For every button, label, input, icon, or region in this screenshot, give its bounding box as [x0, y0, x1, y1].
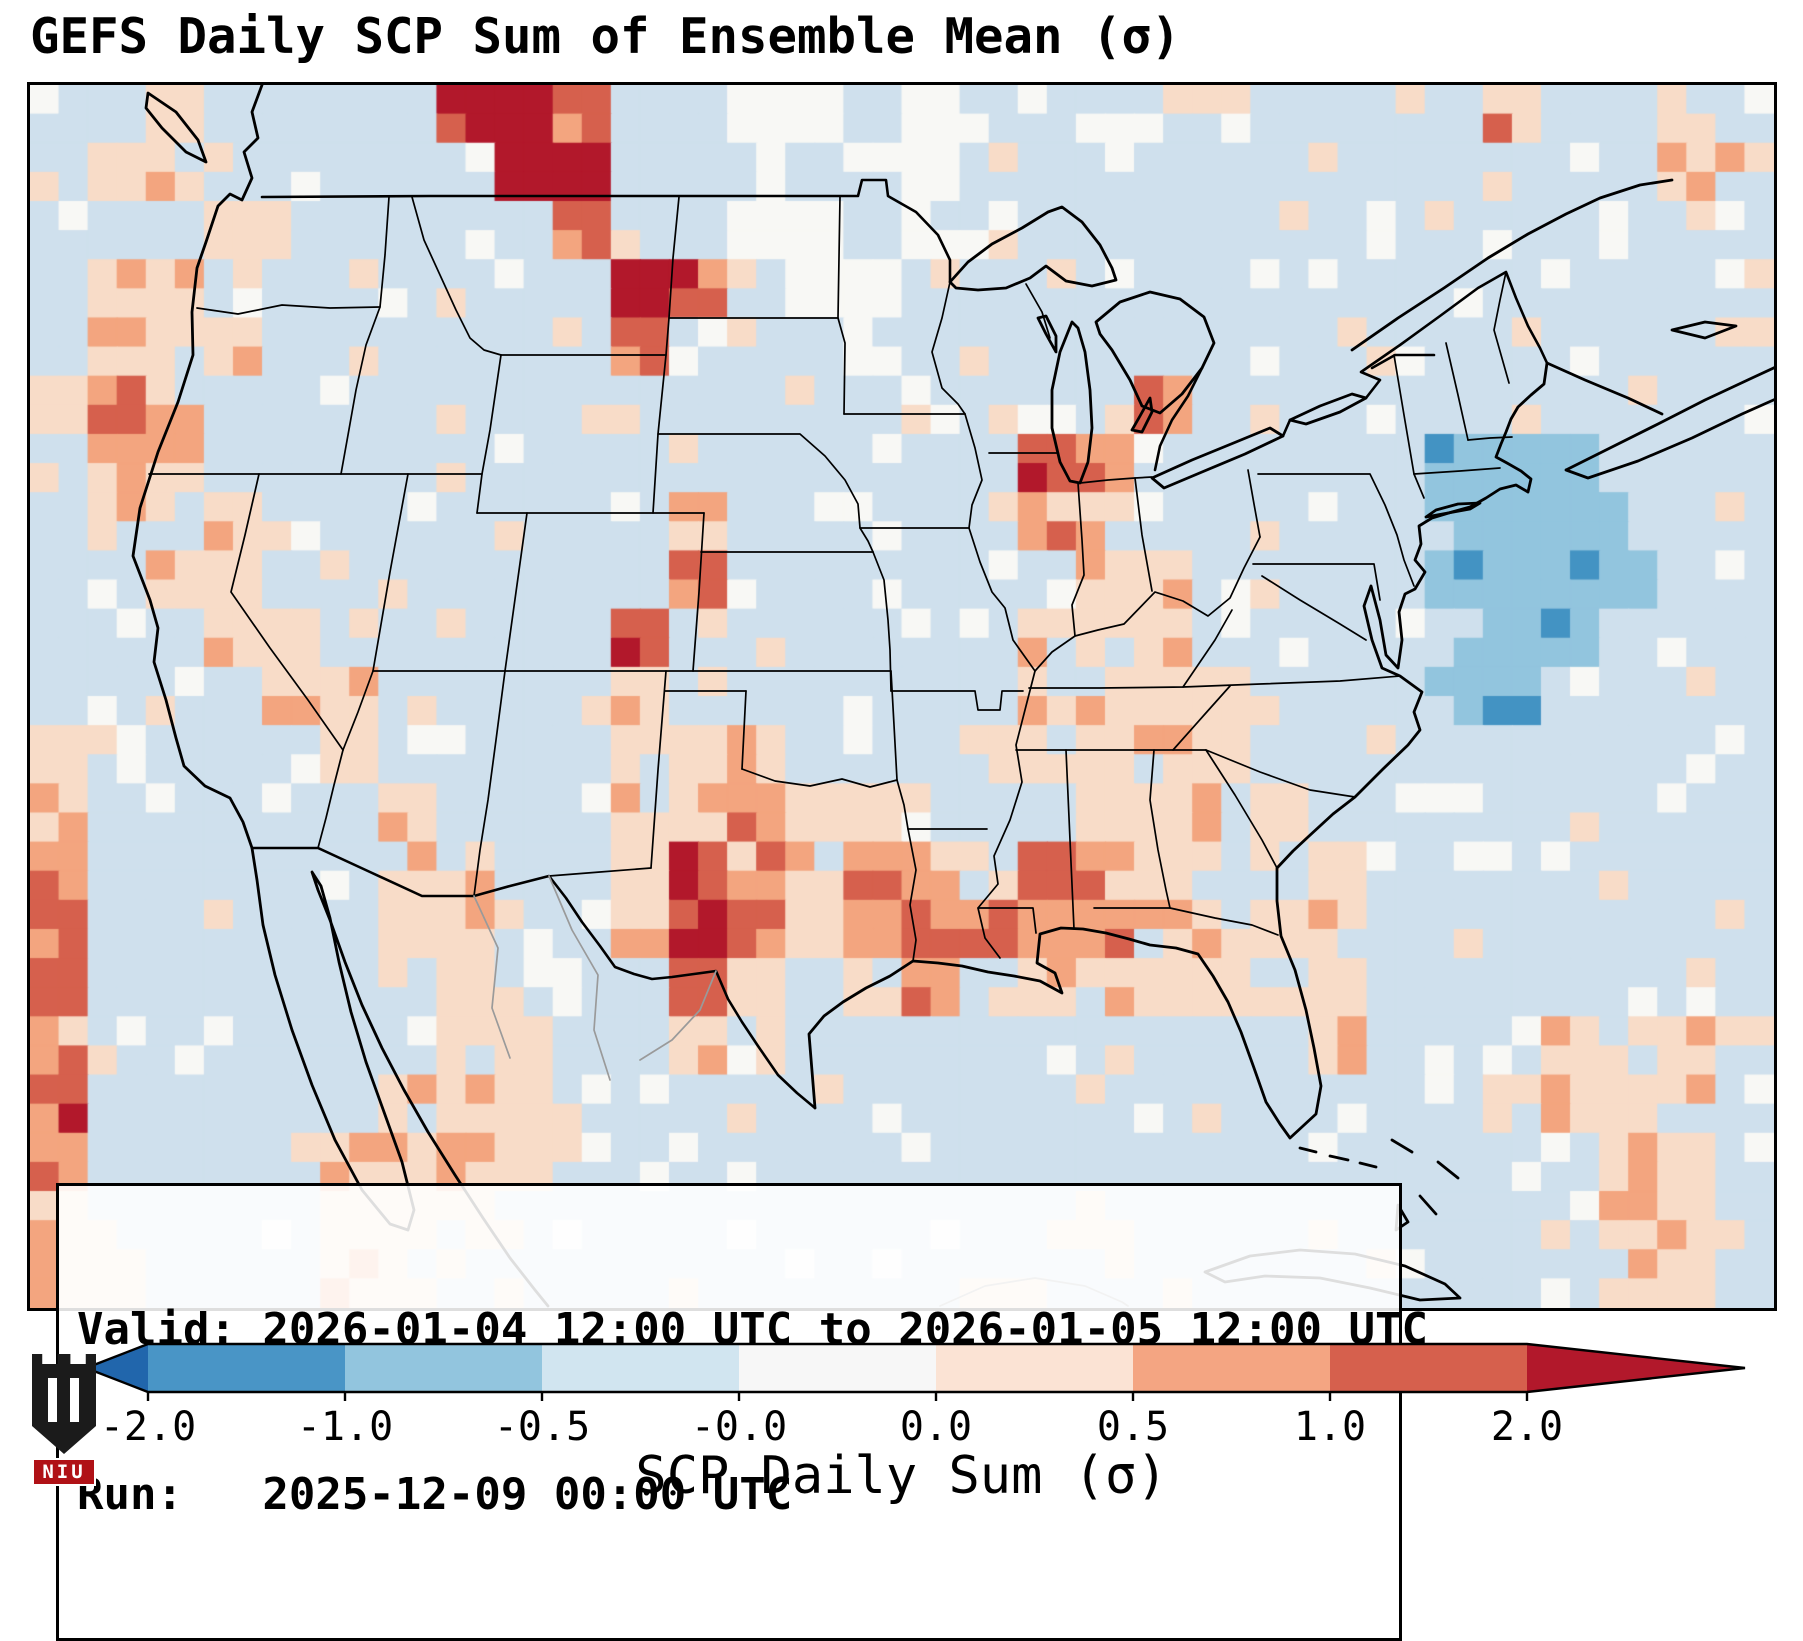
coastline-path — [131, 85, 550, 1308]
state-border-path — [650, 670, 667, 869]
state-border-path — [1028, 675, 1401, 689]
state-border-path — [1025, 283, 1051, 339]
coastline-path — [1390, 1138, 1460, 1232]
state-border-path — [1172, 685, 1231, 751]
state-border-path — [1445, 342, 1469, 441]
country-border-path — [1153, 366, 1204, 472]
colorbar-segment — [542, 1344, 739, 1392]
country-border-path — [1370, 353, 1436, 370]
state-border-path — [411, 196, 502, 356]
colorbar-axis-label: SCP Daily Sum (σ) — [635, 1446, 1168, 1506]
state-border-path — [652, 196, 680, 514]
state-border-path — [1079, 476, 1153, 484]
coastline-path — [1094, 290, 1216, 415]
coastline-path — [1130, 396, 1154, 434]
state-border-path — [1149, 749, 1171, 909]
coastline-path — [1036, 314, 1058, 354]
colorbar-tick-label: 1.0 — [1294, 1404, 1366, 1450]
colorbar-segment — [1133, 1344, 1330, 1392]
map-borders-svg — [131, 85, 1774, 1308]
secondary-border-path — [639, 970, 717, 1061]
colorbar-tick-label: -1.0 — [297, 1404, 393, 1450]
coastline-path — [948, 205, 1118, 292]
state-border-path — [1134, 477, 1153, 592]
country-border-path — [1281, 418, 1292, 438]
state-border-path — [896, 779, 917, 962]
state-border-path — [1413, 473, 1425, 499]
state-border-path — [1065, 749, 1075, 930]
state-border-path — [1182, 609, 1233, 688]
state-border-path — [741, 690, 747, 770]
state-border-path — [548, 867, 652, 877]
colorbar-tick-label: -0.5 — [494, 1404, 590, 1450]
niu-logo: NIU — [26, 1354, 110, 1494]
niu-shield-icon — [32, 1354, 96, 1454]
state-border-path — [476, 354, 502, 514]
state-border-path — [1034, 536, 1261, 672]
state-border-path — [1493, 271, 1510, 384]
state-border-path — [1071, 482, 1085, 637]
state-border-path — [372, 473, 409, 672]
secondary-border-path — [548, 875, 611, 1081]
state-border-path — [1205, 749, 1278, 869]
colorbar-segment — [86, 1344, 148, 1392]
coastline-path — [144, 91, 208, 164]
state-border-path — [1257, 473, 1415, 587]
state-border-path — [964, 413, 1036, 959]
state-border-path — [1247, 469, 1261, 538]
state-border-path — [1261, 575, 1367, 641]
colorbar-segment — [1330, 1344, 1527, 1392]
state-border-path — [317, 749, 344, 849]
state-border-path — [340, 196, 390, 475]
colorbar-segment — [936, 1344, 1133, 1392]
colorbar-segment — [1527, 1344, 1745, 1392]
coastline-path — [807, 361, 1549, 1140]
coastline-path — [1424, 501, 1482, 519]
coastline-path — [1350, 178, 1674, 352]
state-border-path — [657, 433, 874, 553]
coastline-path — [1150, 426, 1285, 490]
state-border-path — [692, 512, 705, 672]
state-border-path — [1393, 354, 1415, 475]
colorbar-tick-label: -0.0 — [691, 1404, 787, 1450]
colorbar-tick-label: 0.0 — [900, 1404, 972, 1450]
state-border-path — [1093, 907, 1279, 936]
state-border-path — [837, 196, 846, 415]
state-border-path — [1413, 467, 1501, 475]
country-border-path — [260, 178, 952, 284]
colorbar-segment — [739, 1344, 936, 1392]
coastline-path — [1545, 320, 1774, 480]
figure-title: GEFS Daily SCP Sum of Ensemble Mean (σ) — [30, 8, 1181, 65]
state-border-path — [931, 281, 966, 415]
country-border-path — [250, 846, 817, 1110]
colorbar-tick-label: 2.0 — [1491, 1404, 1563, 1450]
state-border-path — [741, 768, 898, 788]
coastline-path — [1298, 1146, 1378, 1169]
state-border-path — [977, 907, 1037, 934]
state-border-path — [196, 304, 381, 315]
state-border-path — [890, 670, 898, 781]
colorbar: -2.0 -1.0 -0.5 -0.0 0.0 0.5 1.0 2.0 — [82, 1342, 1746, 1450]
colorbar-segment — [345, 1344, 542, 1392]
state-border-path — [1467, 436, 1513, 441]
state-border-path — [872, 551, 892, 692]
niu-logo-text: NIU — [32, 1458, 96, 1486]
secondary-border-path — [473, 895, 511, 1059]
figure-page: { "title": "GEFS Daily SCP Sum of Ensemb… — [26, 8, 1777, 1641]
colorbar-tick-label: 0.5 — [1097, 1404, 1169, 1450]
coastline-path — [1050, 320, 1094, 485]
state-border-path — [342, 670, 374, 751]
country-border-path — [1359, 270, 1549, 400]
colorbar-segment — [148, 1344, 345, 1392]
state-border-path — [1252, 563, 1381, 601]
state-border-path — [1205, 749, 1356, 798]
state-border-path — [473, 670, 506, 897]
state-border-path — [890, 690, 1024, 711]
map-panel: Valid: 2026-01-04 12:00 UTC to 2026-01-0… — [27, 82, 1777, 1641]
colorbar-tick-label: -2.0 — [100, 1404, 196, 1450]
coastline-path — [1288, 392, 1368, 426]
state-border-path — [230, 473, 344, 751]
state-border-path — [504, 512, 528, 672]
